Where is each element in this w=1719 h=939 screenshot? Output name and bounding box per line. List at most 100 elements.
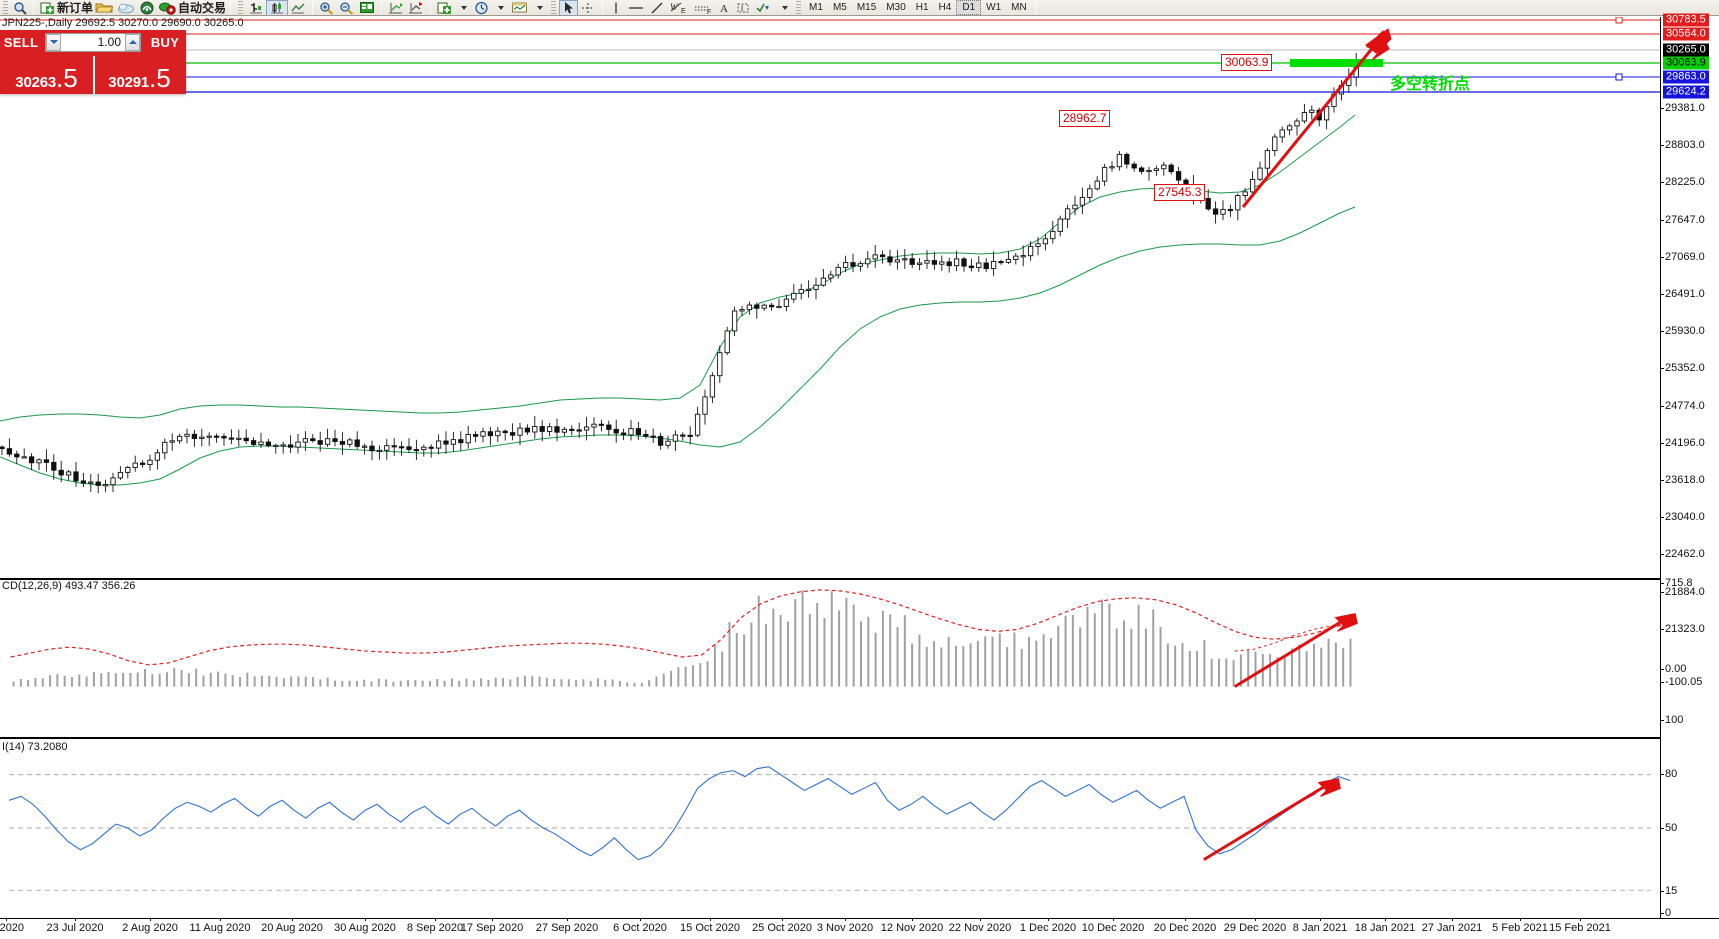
price-tag-30265-0[interactable]: 30265.0 <box>1663 43 1709 57</box>
hline-icon[interactable] <box>625 0 647 15</box>
candle-body <box>132 462 138 468</box>
candle-body <box>924 260 930 264</box>
timeframe-d1-button[interactable]: D1 <box>956 0 982 15</box>
price-tag-30564-0[interactable]: 30564.0 <box>1663 27 1709 41</box>
candle-body <box>798 289 804 294</box>
volume-decrease-button[interactable] <box>46 33 61 51</box>
folder-icon[interactable] <box>93 0 115 15</box>
toolbar-grip[interactable] <box>3 0 8 15</box>
autoscroll-icon[interactable] <box>406 0 426 15</box>
timeframe-m15-button[interactable]: M15 <box>856 2 877 13</box>
timeframe-mn-button[interactable]: MN <box>1011 2 1027 13</box>
volume-increase-button[interactable] <box>125 33 140 51</box>
signal-icon[interactable] <box>137 0 157 15</box>
toolbar-grip-3[interactable] <box>551 0 557 15</box>
volume-stepper[interactable]: 1.00 <box>45 32 141 52</box>
candle-body <box>250 440 257 445</box>
time-axis-label: 1 Dec 2020 <box>1019 922 1077 934</box>
buy-button[interactable]: BUY <box>150 34 180 50</box>
sell-button[interactable]: SELL <box>3 34 39 50</box>
templates-icon[interactable] <box>509 0 530 15</box>
price-tag-29863-0[interactable]: 29863.0 <box>1663 70 1709 84</box>
period-icon[interactable] <box>472 0 491 15</box>
price-tag-29624-2[interactable]: 29624.2 <box>1663 85 1709 99</box>
indicators-dropdown-icon[interactable] <box>454 0 472 15</box>
time-axis-tick <box>567 918 568 921</box>
templates-dropdown-icon[interactable] <box>530 0 548 15</box>
timeframe-h1-button[interactable]: H1 <box>915 2 929 13</box>
candle-body <box>717 352 723 377</box>
timeframe-m5-button[interactable]: M5 <box>832 2 847 13</box>
toolbar-grip-2[interactable] <box>238 0 244 15</box>
candle-body <box>1205 198 1211 210</box>
timeframe-w1-button[interactable]: W1 <box>986 2 1002 13</box>
toolbar-separator-5 <box>430 1 432 14</box>
candle-body <box>1279 129 1285 138</box>
indicators-icon[interactable] <box>435 0 454 15</box>
toolbar-grip-4[interactable] <box>796 0 802 15</box>
candle-body <box>154 452 161 461</box>
data-window-icon[interactable] <box>357 0 377 15</box>
candle-body <box>302 438 309 443</box>
candle-body <box>310 438 316 442</box>
candle-body <box>990 261 997 269</box>
new-order-icon[interactable] <box>38 0 57 15</box>
trade-panel[interactable]: SELL 1.00 BUY 30263.5 30291.5 <box>0 30 186 94</box>
candle-body <box>813 284 819 290</box>
buy-price[interactable]: 30291.5 <box>93 54 186 94</box>
price-tag-30063-9[interactable]: 30063.9 <box>1663 56 1709 70</box>
rsi-chart-pane[interactable] <box>0 737 1660 918</box>
candle-body <box>273 444 279 447</box>
new-order-label[interactable]: 新订单 <box>57 1 94 15</box>
zoom-in-icon[interactable] <box>317 0 337 15</box>
candle-body <box>1072 204 1078 210</box>
timeframe-h4-button[interactable]: H4 <box>938 2 952 13</box>
text-icon[interactable]: A <box>715 0 733 15</box>
candle-body <box>332 438 338 442</box>
equidistant-channel-icon[interactable]: F <box>691 0 715 15</box>
price-tick: 25930.0 <box>1661 325 1705 338</box>
candle-body <box>1124 153 1130 165</box>
crosshair-icon[interactable] <box>578 0 598 15</box>
auto-trading-label[interactable]: 自动交易 <box>178 1 227 15</box>
candle-body <box>102 484 109 487</box>
timeframe-m30-button[interactable]: M30 <box>886 2 906 13</box>
candle-body <box>1094 180 1100 190</box>
time-axis-tick <box>1385 918 1386 921</box>
period-dropdown-icon[interactable] <box>491 0 509 15</box>
candle-body <box>694 413 701 436</box>
candle-body <box>125 467 131 473</box>
candles-icon[interactable] <box>266 0 289 15</box>
zoom-out-icon[interactable] <box>337 0 357 15</box>
chart-shift-icon[interactable] <box>386 0 406 15</box>
sell-price[interactable]: 30263.5 <box>0 54 93 94</box>
volume-value[interactable]: 1.00 <box>97 35 121 49</box>
price-scale[interactable]: 30783.5 30564.0 30265.0 30063.9 29863.0 29624… <box>1660 13 1719 919</box>
macd-chart-pane[interactable] <box>0 578 1660 735</box>
time-axis-tick <box>710 918 711 921</box>
candle-body <box>458 439 464 444</box>
objects-list-icon[interactable] <box>753 0 775 15</box>
candle-body <box>169 440 175 443</box>
price-tag-30783-5[interactable]: 30783.5 <box>1663 13 1709 27</box>
timeframe-m1-button[interactable]: M1 <box>809 2 823 13</box>
candle-body <box>865 258 871 265</box>
vline-icon[interactable] <box>607 0 625 15</box>
candle-body <box>606 424 612 430</box>
candle-body <box>14 453 20 458</box>
magnifier-icon[interactable] <box>11 0 29 15</box>
candle-body <box>931 260 938 265</box>
annotation-cn-note: 多空转折点 <box>1390 74 1471 93</box>
autotrading-icon[interactable] <box>157 0 178 15</box>
bar-chart-icon[interactable] <box>246 0 266 15</box>
cloud-icon[interactable] <box>115 0 137 15</box>
trendline-icon[interactable] <box>647 0 667 15</box>
line-chart-icon[interactable] <box>288 0 308 15</box>
objects-dropdown-icon[interactable] <box>775 0 793 15</box>
cursor-icon[interactable] <box>559 0 579 15</box>
label-icon[interactable]: I <box>733 0 753 15</box>
price-chart-pane[interactable] <box>0 17 1660 577</box>
candle-body <box>51 461 57 471</box>
time-axis-label: 22 Nov 2020 <box>948 922 1012 934</box>
